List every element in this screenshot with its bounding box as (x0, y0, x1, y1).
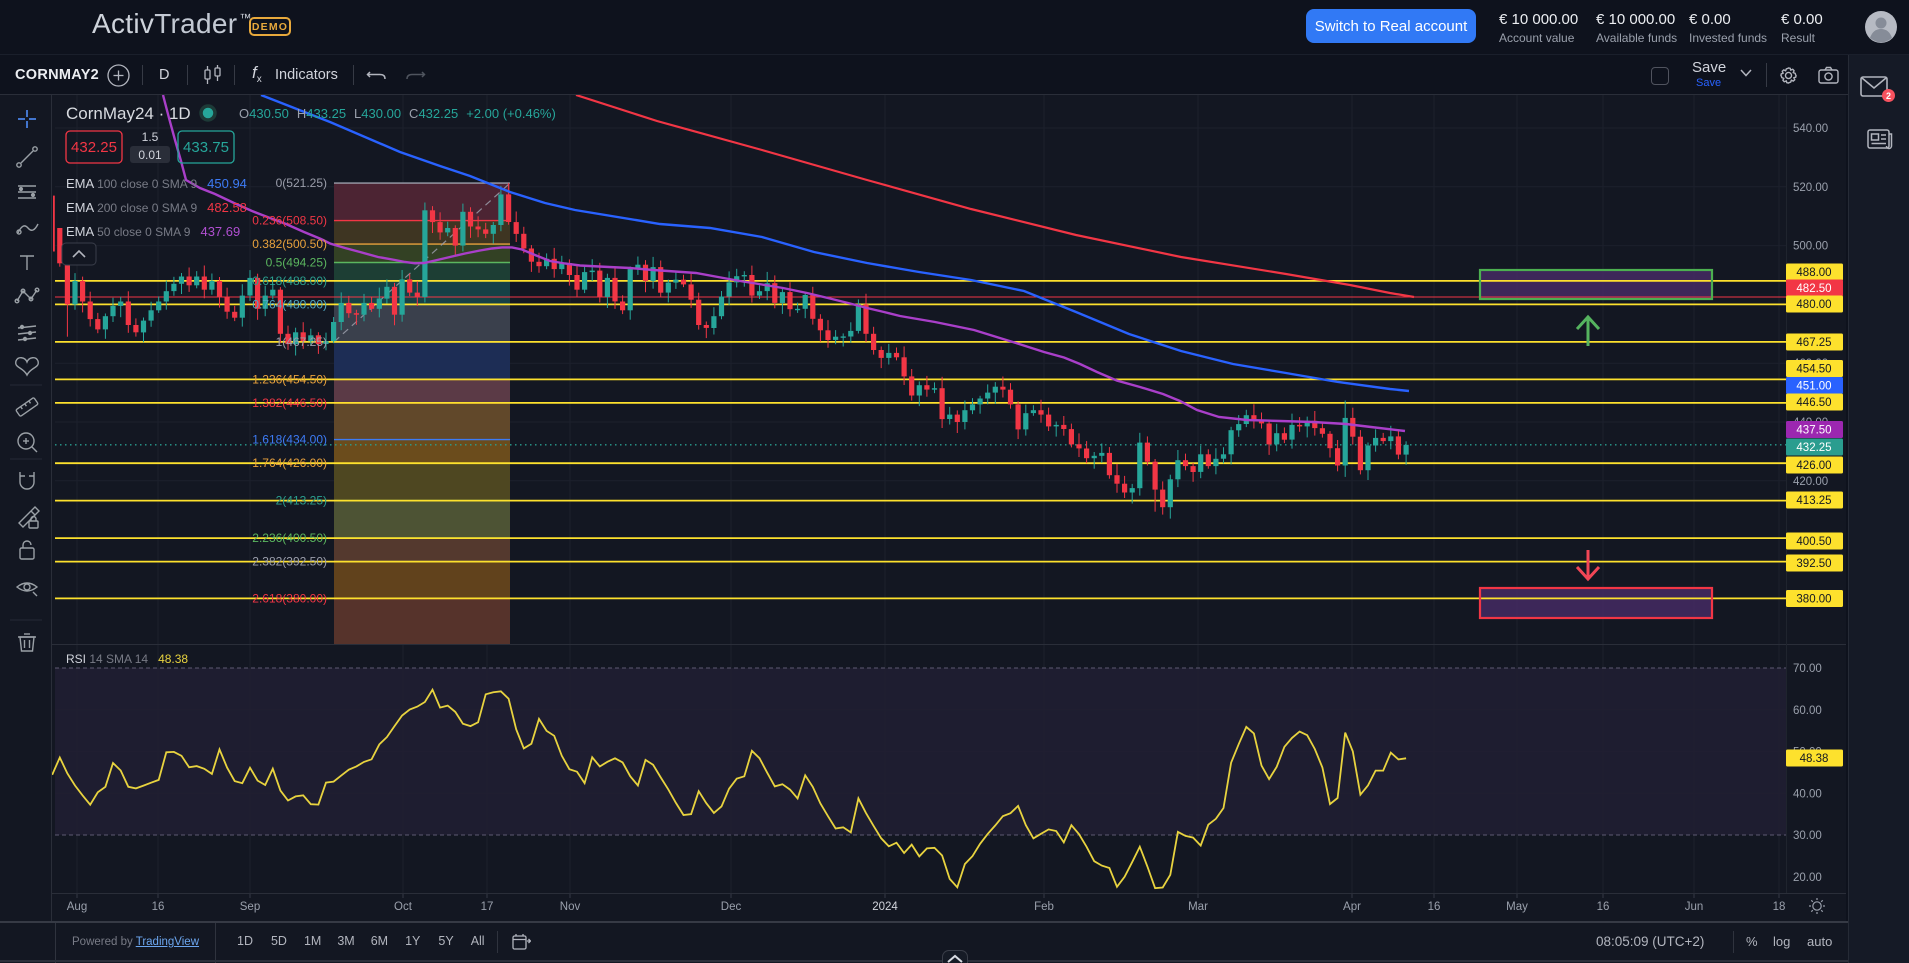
svg-text:Apr: Apr (1343, 901, 1361, 913)
svg-text:520.00: 520.00 (1793, 182, 1828, 194)
svg-text:Dec: Dec (721, 901, 742, 913)
svg-text:Jun: Jun (1685, 901, 1704, 913)
svg-text:70.00: 70.00 (1793, 663, 1822, 675)
svg-text:480.00: 480.00 (1796, 299, 1831, 311)
svg-text:Feb: Feb (1034, 901, 1054, 913)
svg-text:446.50: 446.50 (1796, 397, 1831, 409)
svg-text:18: 18 (1773, 901, 1786, 913)
svg-text:0.618(488.00): 0.618(488.00) (252, 274, 327, 288)
svg-text:1.618(434.00): 1.618(434.00) (252, 433, 327, 447)
svg-text:Oct: Oct (394, 901, 413, 913)
svg-text:433.75: 433.75 (183, 139, 229, 156)
svg-text:500.00: 500.00 (1793, 241, 1828, 253)
svg-text:2.382(392.50): 2.382(392.50) (252, 555, 327, 569)
svg-text:May: May (1506, 901, 1528, 913)
svg-text:0.01: 0.01 (138, 148, 162, 162)
svg-text:0.764(480.00): 0.764(480.00) (252, 297, 327, 311)
svg-text:Sep: Sep (240, 901, 260, 913)
svg-text:1.236(454.50): 1.236(454.50) (252, 372, 327, 386)
svg-text:16: 16 (1597, 901, 1610, 913)
svg-text:2(413.25): 2(413.25) (276, 494, 327, 508)
svg-text:0.382(500.50): 0.382(500.50) (252, 237, 327, 251)
svg-text:400.50: 400.50 (1796, 536, 1831, 548)
svg-text:40.00: 40.00 (1793, 788, 1822, 800)
svg-text:1.5: 1.5 (142, 130, 159, 144)
svg-text:0(521.25): 0(521.25) (276, 176, 327, 190)
svg-text:488.00: 488.00 (1796, 267, 1831, 279)
svg-text:Mar: Mar (1188, 901, 1208, 913)
svg-text:451.00: 451.00 (1796, 381, 1831, 393)
svg-text:1(467.25): 1(467.25) (276, 335, 327, 349)
svg-text:17: 17 (481, 901, 494, 913)
svg-text:2.618(380.00): 2.618(380.00) (252, 591, 327, 605)
svg-text:437.50: 437.50 (1796, 425, 1831, 437)
svg-text:Aug: Aug (67, 901, 87, 913)
svg-text:482.50: 482.50 (1796, 283, 1831, 295)
svg-text:0.236(508.50): 0.236(508.50) (252, 214, 327, 228)
svg-text:1.764(426.00): 1.764(426.00) (252, 456, 327, 470)
svg-text:0.5(494.25): 0.5(494.25) (266, 256, 327, 270)
svg-text:1.382(446.50): 1.382(446.50) (252, 396, 327, 410)
svg-text:30.00: 30.00 (1793, 830, 1822, 842)
svg-text:392.50: 392.50 (1796, 558, 1831, 570)
svg-text:413.25: 413.25 (1796, 495, 1831, 507)
svg-text:16: 16 (1428, 901, 1441, 913)
svg-text:48.38: 48.38 (1800, 753, 1829, 765)
svg-text:420.00: 420.00 (1793, 476, 1828, 488)
svg-text:432.25: 432.25 (1796, 442, 1831, 454)
svg-text:16: 16 (152, 901, 165, 913)
svg-text:Nov: Nov (560, 901, 581, 913)
svg-text:2024: 2024 (872, 901, 898, 913)
svg-text:540.00: 540.00 (1793, 123, 1828, 135)
svg-text:467.25: 467.25 (1796, 337, 1831, 349)
svg-text:432.25: 432.25 (71, 139, 117, 156)
svg-text:60.00: 60.00 (1793, 705, 1822, 717)
svg-text:CornMay24 · 1D: CornMay24 · 1D (66, 104, 191, 123)
svg-text:454.50: 454.50 (1796, 364, 1831, 376)
svg-text:20.00: 20.00 (1793, 872, 1822, 884)
svg-text:380.00: 380.00 (1796, 594, 1831, 606)
svg-text:2.236(400.50): 2.236(400.50) (252, 531, 327, 545)
svg-text:426.00: 426.00 (1796, 460, 1831, 472)
